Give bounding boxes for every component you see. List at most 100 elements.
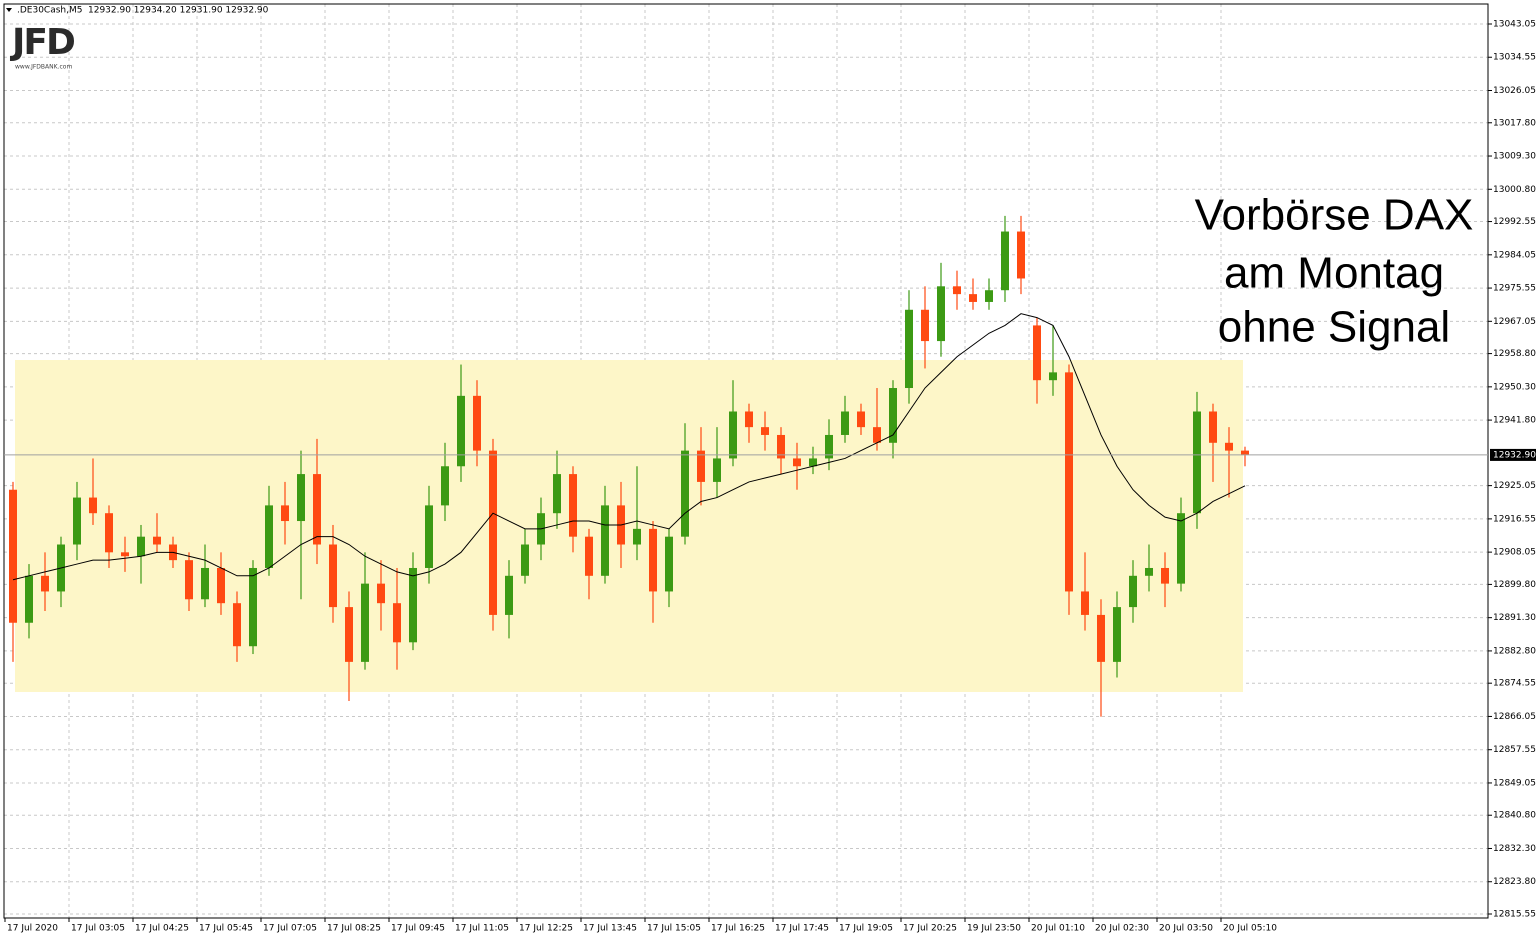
- candle-body: [153, 536, 161, 545]
- y-tick-label: 12849.05: [1493, 778, 1536, 788]
- candle-body: [1225, 442, 1233, 451]
- candle-body: [217, 567, 225, 604]
- candle-body: [969, 294, 977, 302]
- x-tick-label: 17 Jul 20:25: [903, 924, 957, 934]
- y-tick-label: 12925.05: [1493, 481, 1536, 491]
- candle-body: [25, 575, 33, 623]
- x-tick-label: 17 Jul 04:25: [135, 924, 189, 934]
- x-tick-label: 20 Jul 03:50: [1159, 924, 1213, 934]
- logo-site: www.JFDBANK.com: [15, 64, 72, 71]
- candle-body: [1145, 567, 1153, 576]
- candle-body: [1129, 575, 1137, 608]
- candle-body: [393, 603, 401, 643]
- annotation-line: am Montag: [1224, 249, 1444, 298]
- y-tick-label: 12823.80: [1493, 877, 1536, 887]
- y-tick-label: 12882.80: [1493, 646, 1536, 656]
- x-tick-label: 20 Jul 05:10: [1223, 924, 1277, 934]
- x-tick-label: 20 Jul 02:30: [1095, 924, 1149, 934]
- candle-body: [1001, 231, 1009, 291]
- y-tick-label: 12916.55: [1493, 514, 1536, 524]
- candle-body: [233, 603, 241, 647]
- candle-body: [249, 567, 257, 647]
- x-tick-label: 17 Jul 15:05: [647, 924, 701, 934]
- candle-body: [905, 309, 913, 389]
- menu-arrow: [6, 8, 12, 12]
- candle-body: [73, 497, 81, 545]
- candle-body: [713, 458, 721, 482]
- last-price-label: 12932.90: [1493, 450, 1536, 460]
- y-tick-label: 12967.05: [1493, 317, 1536, 327]
- candle-body: [697, 450, 705, 482]
- x-tick-label: 17 Jul 17:45: [775, 924, 829, 934]
- y-tick-label: 12950.30: [1493, 382, 1536, 392]
- x-tick-label: 17 Jul 2020: [7, 924, 58, 934]
- candle-body: [953, 286, 961, 295]
- candle-body: [297, 474, 305, 522]
- x-tick-label: 17 Jul 03:05: [71, 924, 125, 934]
- y-tick-label: 13009.30: [1493, 152, 1536, 162]
- y-tick-label: 12941.80: [1493, 416, 1536, 426]
- y-tick-label: 12975.55: [1493, 284, 1536, 294]
- candle-body: [761, 427, 769, 435]
- candle-body: [569, 474, 577, 537]
- x-tick-label: 17 Jul 16:25: [711, 924, 765, 934]
- x-tick-label: 17 Jul 07:05: [263, 924, 317, 934]
- x-tick-label: 17 Jul 12:25: [519, 924, 573, 934]
- y-tick-label: 12840.80: [1493, 811, 1536, 821]
- range-box: [15, 360, 1243, 692]
- candle-body: [489, 450, 497, 615]
- annotation-line: Vorbörse DAX: [1195, 191, 1474, 240]
- last-price-box: [1490, 448, 1536, 461]
- y-tick-label: 13000.80: [1493, 185, 1536, 195]
- candle-body: [633, 528, 641, 545]
- candle-body: [585, 536, 593, 576]
- candle-body: [1097, 614, 1105, 662]
- candle-body: [889, 388, 897, 443]
- candle-body: [329, 544, 337, 608]
- candle-body: [137, 536, 145, 557]
- y-tick-label: 12874.55: [1493, 679, 1536, 689]
- candle-body: [121, 552, 129, 557]
- candle-body: [345, 607, 353, 662]
- candle-body: [521, 544, 529, 576]
- candle-body: [1241, 450, 1249, 455]
- y-tick-label: 12891.30: [1493, 613, 1536, 623]
- candle-body: [281, 505, 289, 522]
- x-tick-label: 17 Jul 08:25: [327, 924, 381, 934]
- y-tick-label: 12899.80: [1493, 580, 1536, 590]
- candle-body: [777, 434, 785, 459]
- candle-body: [985, 290, 993, 302]
- candle-body: [505, 575, 513, 615]
- candle-body: [665, 536, 673, 592]
- candle-body: [1113, 607, 1121, 662]
- candle-body: [793, 458, 801, 467]
- candle-body: [361, 583, 369, 662]
- header-prices: 12932.90 12934.20 12931.90 12932.90: [88, 6, 269, 16]
- candle-body: [553, 474, 561, 514]
- candle-body: [681, 450, 689, 537]
- candle-body: [1017, 231, 1025, 279]
- x-tick-label: 17 Jul 09:45: [391, 924, 445, 934]
- candle-body: [937, 286, 945, 342]
- candle-body: [41, 575, 49, 592]
- y-tick-label: 12857.55: [1493, 745, 1536, 755]
- candle-body: [1065, 372, 1073, 592]
- x-tick-label: 17 Jul 05:45: [199, 924, 253, 934]
- moving-average: [12, 313, 1246, 581]
- candle-body: [825, 434, 833, 459]
- candle-body: [457, 395, 465, 467]
- y-tick-label: 12815.55: [1493, 910, 1536, 920]
- candle-body: [1033, 325, 1041, 381]
- x-tick-label: 19 Jul 23:50: [967, 924, 1021, 934]
- y-tick-label: 12908.05: [1493, 548, 1536, 558]
- candle-body: [921, 309, 929, 342]
- candle-body: [809, 458, 817, 467]
- candle-body: [1161, 567, 1169, 584]
- candle-body: [1081, 591, 1089, 615]
- y-tick-label: 13026.05: [1493, 86, 1536, 96]
- plot-frame: [3, 3, 1489, 919]
- candle-body: [201, 567, 209, 600]
- y-tick-label: 12958.80: [1493, 349, 1536, 359]
